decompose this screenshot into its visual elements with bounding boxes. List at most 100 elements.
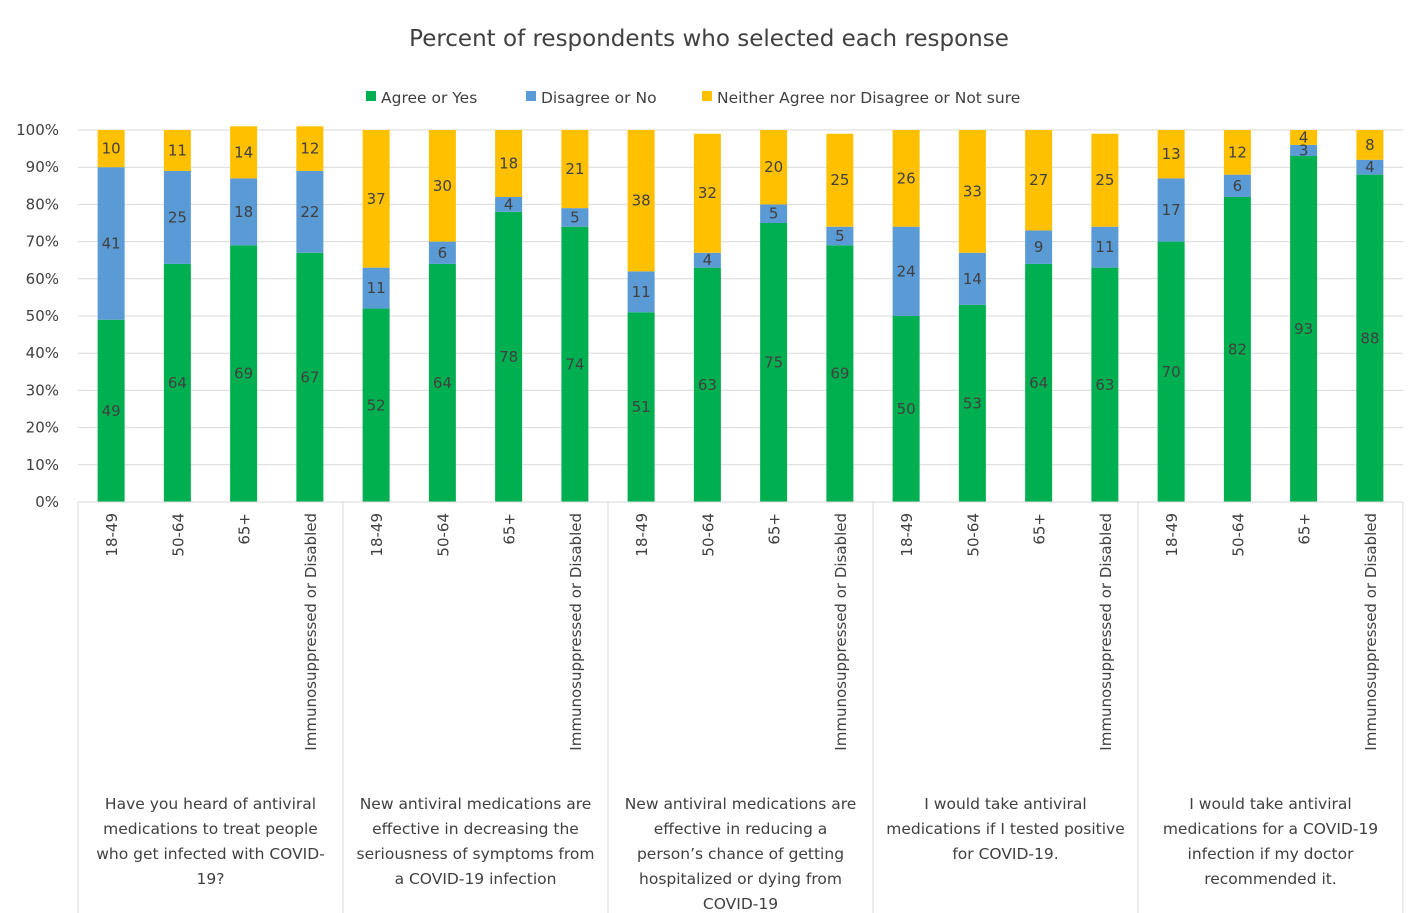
x-category-label: 50-64: [699, 513, 717, 557]
bar-segment: [826, 245, 854, 502]
x-group-label: I would take antiviral: [924, 795, 1086, 813]
y-tick-label: 50%: [26, 307, 59, 325]
bar-segment: [296, 170, 324, 253]
bar-segment: [958, 252, 986, 305]
data-label: 82: [1228, 340, 1247, 358]
bar-segment: [1157, 130, 1185, 179]
bar-segment: [892, 130, 920, 227]
data-label: 24: [897, 262, 916, 280]
bar-segment: [892, 226, 920, 316]
data-label: 10: [102, 140, 121, 158]
bar-segment: [693, 252, 721, 268]
bar-segment: [1157, 178, 1185, 242]
data-label: 25: [168, 208, 187, 226]
x-category-label: Immunosuppressed or Disabled: [832, 513, 850, 751]
x-group-label: medications to treat people: [103, 820, 318, 838]
data-label: 33: [963, 182, 982, 200]
data-label: 17: [1162, 201, 1181, 219]
data-label: 8: [1365, 136, 1375, 154]
bar-segment: [627, 312, 655, 502]
x-category-label: 50-64: [964, 513, 982, 557]
y-tick-label: 70%: [26, 233, 59, 251]
x-group-label: seriousness of symptoms from: [357, 845, 595, 863]
bar-segment: [230, 126, 258, 179]
data-label: 4: [1365, 158, 1375, 176]
x-group-label: I would take antiviral: [1189, 795, 1351, 813]
x-group-label: hospitalized or dying from: [639, 870, 842, 888]
data-label: 30: [433, 177, 452, 195]
data-label: 63: [1095, 376, 1114, 394]
bar-segment: [495, 211, 523, 502]
data-label: 63: [698, 376, 717, 394]
data-label: 53: [963, 394, 982, 412]
x-group-label: infection if my doctor: [1188, 845, 1355, 863]
bars: [97, 126, 1384, 503]
x-group-label: recommended it.: [1204, 870, 1337, 888]
data-label: 37: [367, 190, 386, 208]
bar-segment: [1091, 133, 1119, 227]
data-label: 14: [963, 270, 982, 288]
bar-segment: [826, 133, 854, 227]
data-label: 12: [1228, 143, 1247, 161]
x-group-label: a COVID-19 infection: [395, 870, 557, 888]
bar-segment: [428, 241, 456, 264]
bar-segment: [97, 319, 125, 502]
x-category-label: 65+: [766, 513, 784, 545]
data-label: 20: [764, 158, 783, 176]
bar-segment: [693, 267, 721, 502]
x-group-label: New antiviral medications are: [625, 795, 857, 813]
x-category-label: Immunosuppressed or Disabled: [1362, 513, 1380, 751]
data-label: 4: [504, 195, 514, 213]
data-label: 6: [1233, 177, 1243, 195]
y-tick-label: 100%: [16, 121, 59, 139]
x-category-label: 18-49: [633, 513, 651, 557]
x-category-label: 50-64: [1229, 513, 1247, 557]
data-label: 69: [234, 365, 253, 383]
data-label: 11: [168, 141, 187, 159]
bar-segment: [561, 130, 589, 209]
bar-segment: [1025, 263, 1053, 502]
bar-segment: [1356, 130, 1384, 160]
data-label: 41: [102, 234, 121, 252]
data-label: 64: [433, 374, 452, 392]
x-category-label: 50-64: [434, 513, 452, 557]
bar-segment: [1356, 159, 1384, 175]
bar-segment: [428, 130, 456, 242]
bar-segment: [1157, 241, 1185, 502]
x-group-label: person’s chance of getting: [637, 845, 844, 863]
data-label: 70: [1162, 363, 1181, 381]
x-category-label: 65+: [236, 513, 254, 545]
legend-swatch: [366, 91, 376, 101]
bar-segment: [693, 133, 721, 253]
data-label: 13: [1162, 145, 1181, 163]
bar-segment: [1025, 130, 1053, 231]
x-category-label: 50-64: [169, 513, 187, 557]
bar-segment: [230, 178, 258, 246]
legend-swatch: [702, 91, 712, 101]
bar-segment: [230, 245, 258, 502]
data-label: 3: [1299, 141, 1309, 159]
y-tick-label: 60%: [26, 270, 59, 288]
x-category-label: 18-49: [368, 513, 386, 557]
data-label: 11: [632, 283, 651, 301]
bar-segment: [163, 130, 191, 171]
data-label: 75: [764, 354, 783, 372]
data-label: 5: [769, 205, 779, 223]
y-tick-label: 0%: [35, 493, 59, 511]
legend-label: Agree or Yes: [381, 89, 477, 107]
data-label: 18: [234, 203, 253, 221]
legend-label: Disagree or No: [541, 89, 657, 107]
x-category-label: Immunosuppressed or Disabled: [567, 513, 585, 751]
bar-segment: [163, 263, 191, 502]
bar-segment: [97, 167, 125, 320]
y-tick-label: 90%: [26, 158, 59, 176]
legend: Agree or Yes Disagree or No Neither Agree …: [366, 89, 1020, 107]
bar-segment: [561, 226, 589, 502]
bar-segment: [760, 130, 788, 205]
bar-segment: [760, 223, 788, 502]
bar-segment: [1223, 174, 1251, 197]
data-label: 69: [830, 365, 849, 383]
data-label: 25: [830, 171, 849, 189]
data-label: 32: [698, 184, 717, 202]
